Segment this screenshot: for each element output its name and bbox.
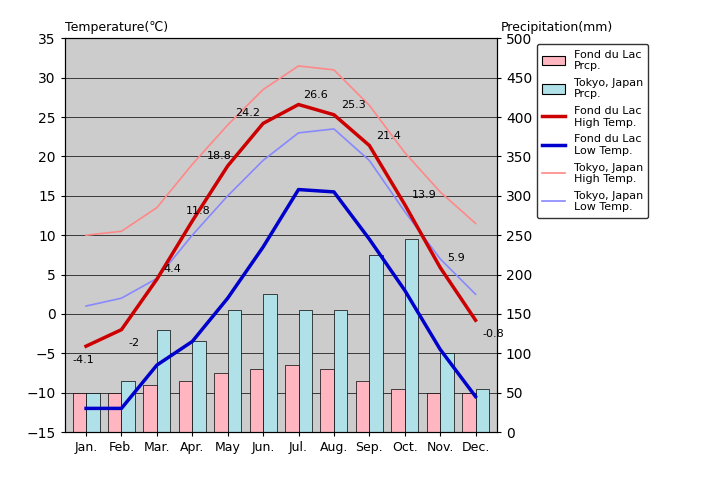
Bar: [405, 239, 418, 432]
Bar: [108, 393, 122, 432]
Text: 18.8: 18.8: [207, 151, 232, 161]
Text: 4.4: 4.4: [164, 264, 181, 275]
Text: 26.6: 26.6: [302, 90, 328, 99]
Bar: [73, 393, 86, 432]
Bar: [192, 341, 206, 432]
Text: -4.1: -4.1: [72, 355, 94, 365]
Bar: [427, 393, 440, 432]
Bar: [475, 389, 489, 432]
Bar: [369, 255, 383, 432]
Text: 13.9: 13.9: [412, 190, 436, 200]
Bar: [228, 310, 241, 432]
Bar: [462, 393, 475, 432]
Bar: [122, 381, 135, 432]
Text: 24.2: 24.2: [235, 108, 261, 119]
Text: 25.3: 25.3: [341, 100, 366, 110]
Bar: [440, 353, 454, 432]
Bar: [334, 310, 347, 432]
Text: Precipitation(mm): Precipitation(mm): [500, 21, 613, 34]
Text: -0.8: -0.8: [482, 329, 504, 339]
Text: Temperature(℃): Temperature(℃): [65, 22, 168, 35]
Bar: [179, 381, 192, 432]
Bar: [86, 393, 99, 432]
Bar: [356, 381, 369, 432]
Bar: [299, 310, 312, 432]
Bar: [320, 369, 334, 432]
Bar: [263, 294, 276, 432]
Text: 11.8: 11.8: [185, 206, 210, 216]
Legend: Fond du Lac
Prcp., Tokyo, Japan
Prcp., Fond du Lac
High Temp., Fond du Lac
Low T: Fond du Lac Prcp., Tokyo, Japan Prcp., F…: [537, 44, 649, 218]
Bar: [250, 369, 263, 432]
Bar: [157, 330, 171, 432]
Bar: [285, 365, 299, 432]
Text: 21.4: 21.4: [377, 131, 401, 141]
Text: 5.9: 5.9: [447, 252, 465, 263]
Bar: [215, 373, 228, 432]
Text: -2: -2: [128, 338, 140, 348]
Bar: [391, 389, 405, 432]
Bar: [143, 385, 157, 432]
